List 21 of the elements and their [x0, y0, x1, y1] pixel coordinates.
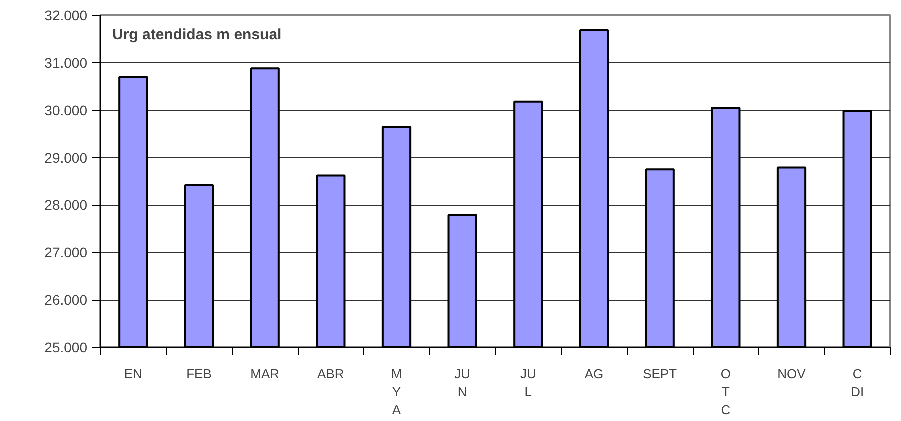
y-tick-label: 27.000: [44, 244, 88, 261]
x-tick-label: O T C: [720, 366, 731, 418]
y-tick-label: 29.000: [44, 150, 88, 166]
x-tick-label: JU L: [520, 366, 536, 400]
x-tick-label: NOV: [778, 366, 806, 382]
x-tick-label: FEB: [186, 366, 212, 382]
x-tick-label: C DI: [851, 366, 864, 400]
text: Urg atendidas m ensual: [112, 26, 282, 44]
x-tick-label: EN: [124, 366, 142, 382]
y-tick-label: 31.000: [44, 54, 88, 71]
y-tick-label: 26.000: [44, 292, 88, 308]
x-tick-label: M Y A: [391, 366, 402, 418]
y-tick-label: 28.000: [44, 197, 88, 214]
y-tick-label: 30.000: [44, 102, 88, 118]
x-tick-label: SEPT: [643, 366, 678, 382]
x-tick-label: AG: [584, 366, 604, 382]
x-tick-label: ABR: [318, 366, 344, 382]
x-tick-label: JU N: [454, 366, 471, 400]
x-tick-label: MAR: [250, 366, 280, 382]
y-tick-label: 25.000: [44, 340, 88, 356]
y-tick-label: 32.000: [44, 8, 88, 24]
